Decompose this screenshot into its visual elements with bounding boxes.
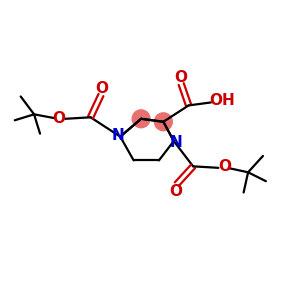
Text: N: N bbox=[170, 135, 182, 150]
Text: OH: OH bbox=[209, 94, 235, 109]
Text: O: O bbox=[218, 159, 231, 174]
Text: O: O bbox=[169, 184, 182, 199]
Circle shape bbox=[132, 110, 150, 128]
Text: O: O bbox=[174, 70, 187, 85]
Circle shape bbox=[154, 113, 172, 131]
Text: O: O bbox=[52, 111, 65, 126]
Text: N: N bbox=[112, 128, 124, 142]
Text: O: O bbox=[95, 81, 108, 96]
